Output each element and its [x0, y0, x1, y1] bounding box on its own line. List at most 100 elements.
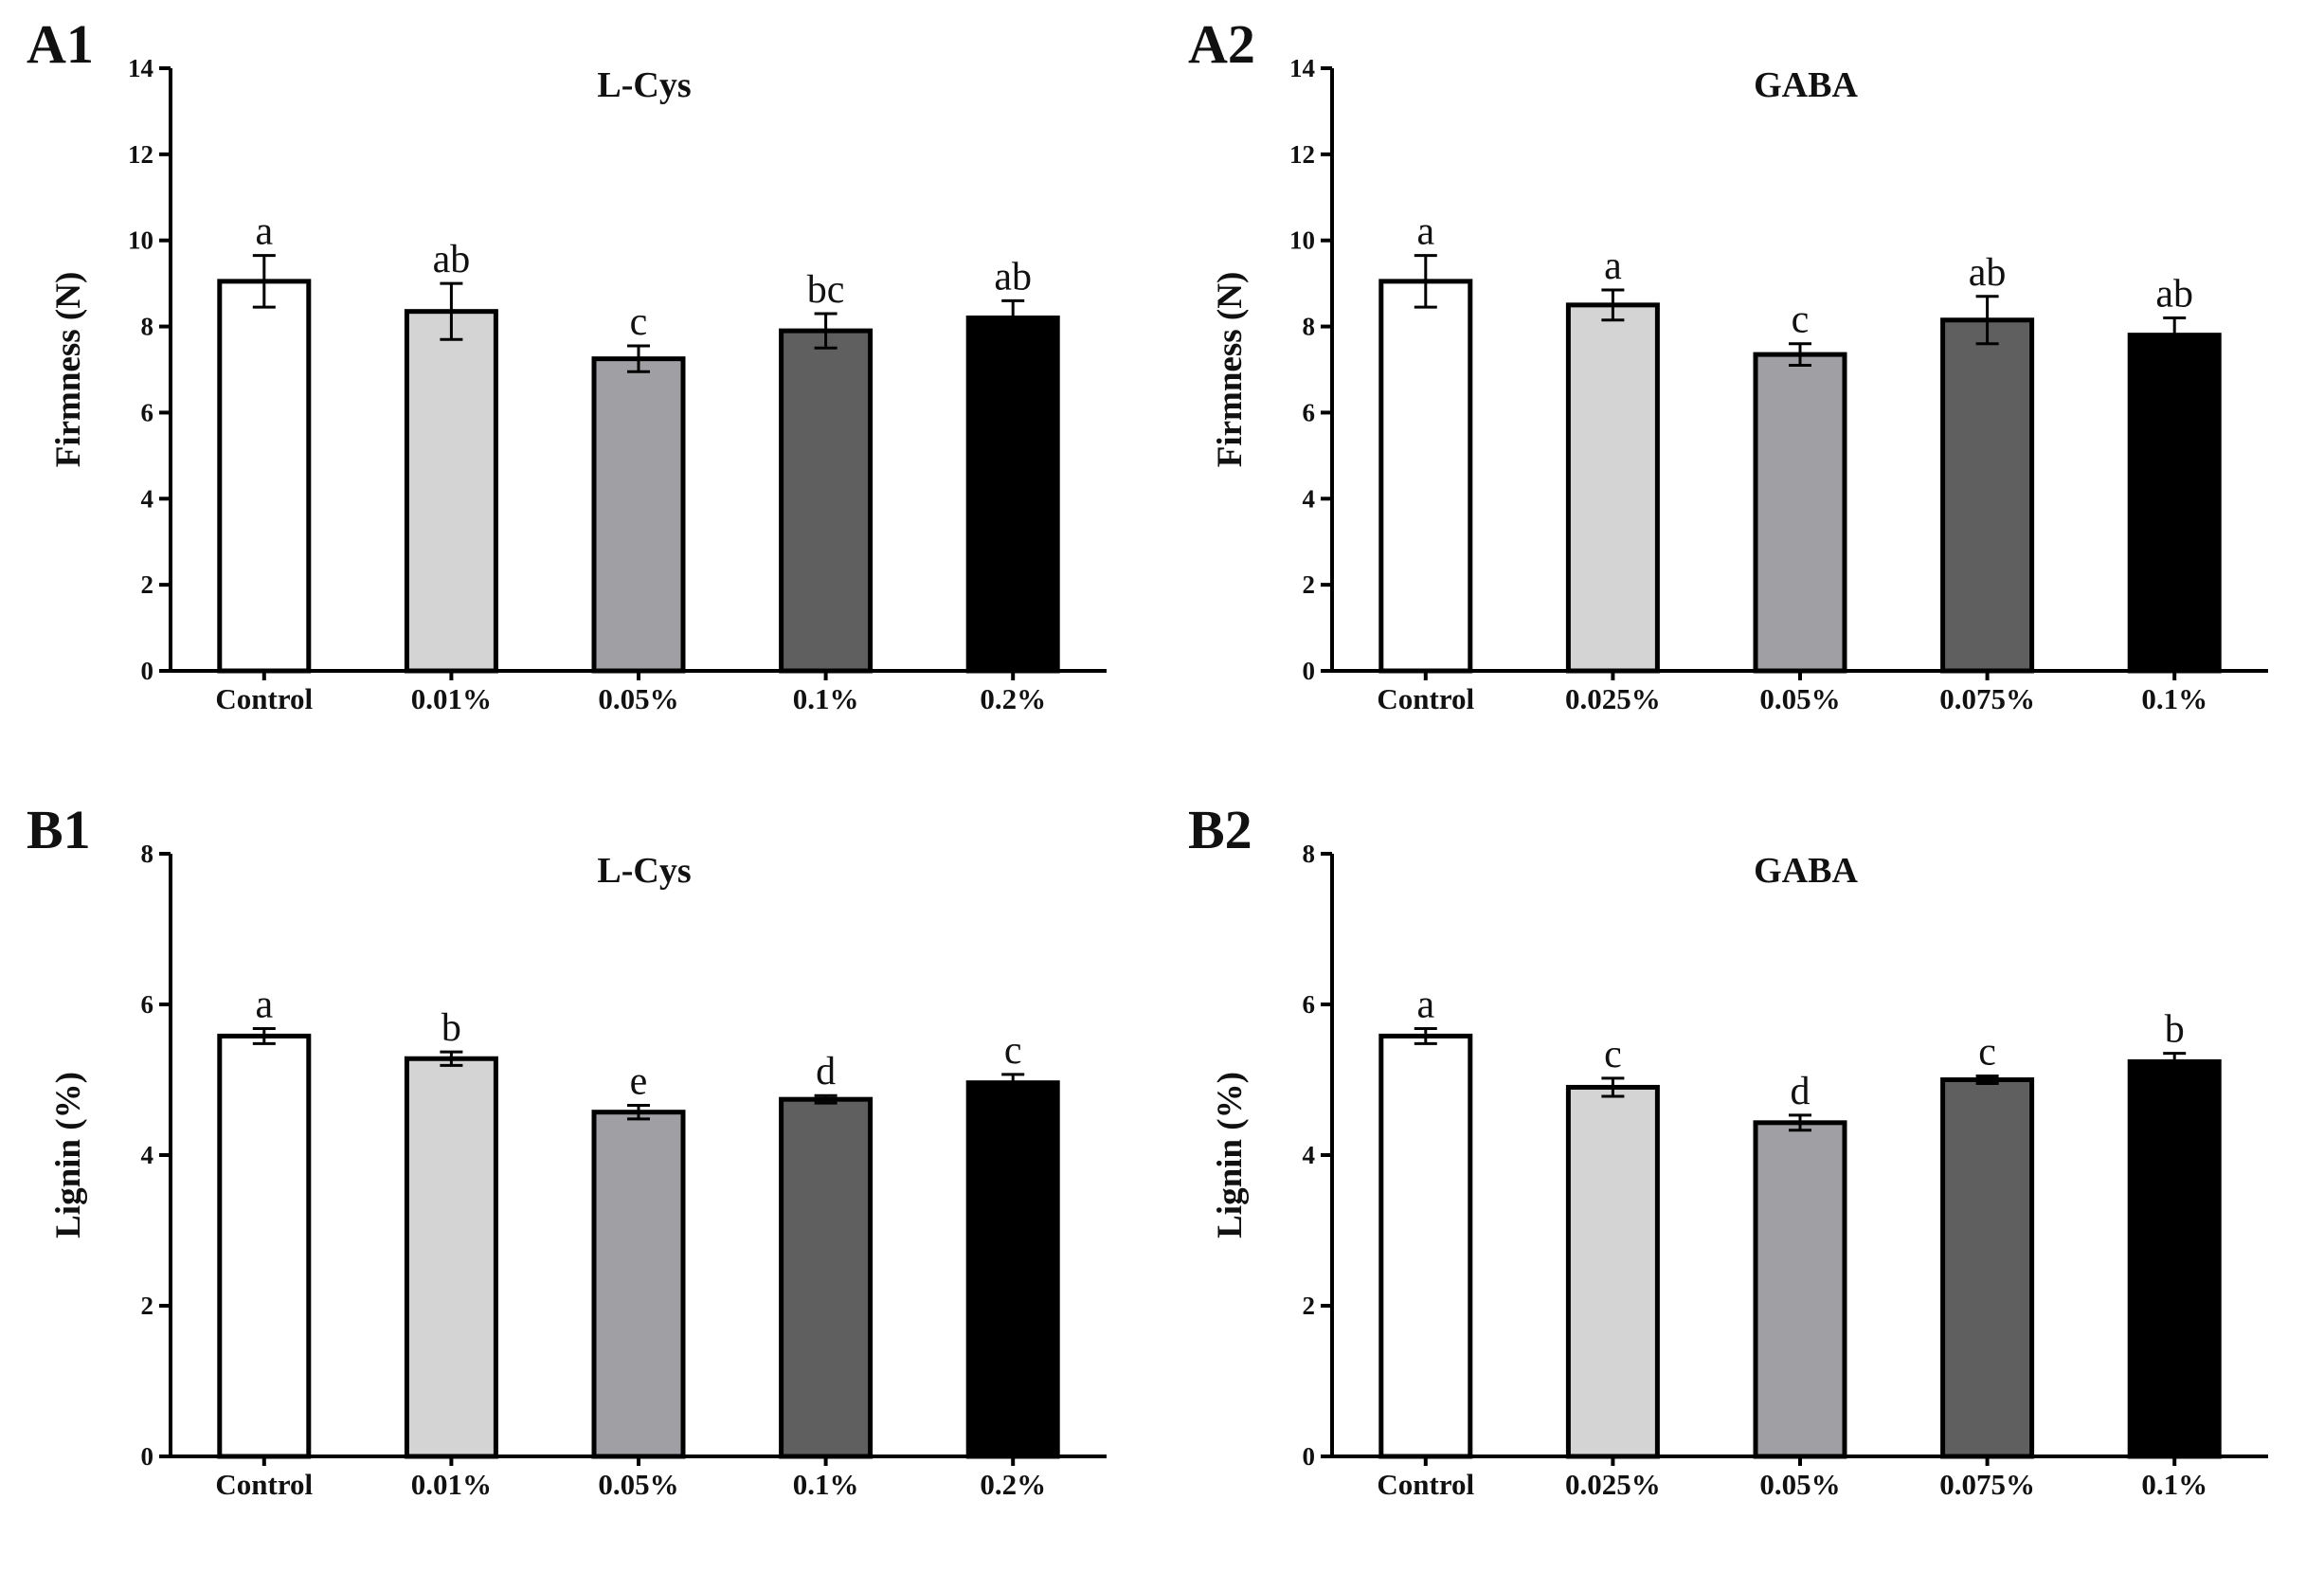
significance-letter: ab [1969, 251, 2007, 295]
category-label: 0.05% [1759, 1468, 1840, 1501]
y-tick-label: 0 [141, 657, 154, 685]
y-tick-label: 2 [141, 1292, 154, 1320]
bar-0.075% [1940, 1077, 2035, 1459]
panel-label: A2 [1188, 13, 1255, 75]
bar-0.2% [965, 1080, 1060, 1459]
category-label: 0.05% [598, 1468, 678, 1501]
y-tick-label: 6 [141, 990, 154, 1019]
significance-letter: ab [994, 255, 1032, 298]
chart-title: L-Cys [597, 851, 691, 891]
panel-label: B2 [1188, 799, 1252, 860]
y-tick-label: 14 [128, 54, 153, 82]
bar-0.025% [1565, 302, 1660, 674]
y-tick-label: 4 [141, 484, 154, 513]
panel-label: A1 [27, 13, 94, 75]
significance-letter: bc [807, 268, 845, 312]
significance-letter: e [630, 1060, 648, 1104]
significance-letter: b [441, 1006, 461, 1050]
significance-letter: c [1978, 1031, 1996, 1075]
y-axis-label: Firmness (N) [49, 272, 88, 468]
y-tick-label: 4 [1303, 484, 1316, 513]
bar-Control [1378, 1033, 1473, 1459]
significance-letter: c [1004, 1029, 1022, 1073]
category-label: Control [1377, 682, 1474, 715]
y-tick-label: 6 [1303, 990, 1316, 1019]
y-tick-label: 4 [1303, 1141, 1316, 1169]
category-label: 0.01% [411, 682, 492, 715]
y-tick-label: 8 [1303, 313, 1316, 341]
bar-Control [217, 279, 312, 674]
y-tick-label: 0 [1303, 1442, 1316, 1471]
bar-0.01% [404, 309, 498, 674]
significance-letter: ab [433, 238, 471, 281]
y-tick-label: 10 [128, 226, 153, 255]
chart-a2: A2 GABA Firmness (N) 0 2 4 6 8 10 12 14 a Control a 0.… [1188, 13, 2268, 715]
significance-letter: a [255, 983, 273, 1026]
bar-0.05% [591, 356, 686, 674]
y-tick-label: 2 [1303, 570, 1316, 599]
panel-label: B1 [27, 799, 91, 860]
bar-0.075% [1940, 317, 2035, 674]
bar-Control [1378, 279, 1473, 674]
bar-0.05% [1753, 352, 1847, 674]
category-label: 0.1% [793, 682, 859, 715]
y-tick-label: 0 [141, 1442, 154, 1471]
y-tick-label: 2 [1303, 1292, 1316, 1320]
y-tick-label: 8 [141, 313, 154, 341]
significance-letter: a [1416, 210, 1434, 254]
y-axis-label: Firmness (N) [1211, 272, 1250, 468]
significance-letter: ab [2155, 272, 2193, 316]
bar-0.1% [2127, 1058, 2222, 1459]
significance-letter: a [255, 210, 273, 254]
bar-0.1% [779, 1096, 874, 1459]
bar-Control [217, 1033, 312, 1459]
panel-a2: A2 GABA Firmness (N) 0 2 4 6 8 10 12 14 a Control a 0.… [1162, 0, 2323, 786]
y-axis-label: Lignin (%) [1211, 1072, 1250, 1238]
category-label: 0.025% [1565, 682, 1661, 715]
significance-letter: a [1604, 244, 1622, 288]
significance-letter: a [1416, 983, 1434, 1026]
bar-0.01% [404, 1056, 498, 1459]
significance-letter: b [2165, 1008, 2185, 1052]
significance-letter: d [816, 1050, 836, 1093]
bar-0.025% [1565, 1084, 1660, 1459]
chart-a1: A1 L-Cys Firmness (N) 0 2 4 6 8 10 12 14 a Control ab… [27, 13, 1107, 715]
category-label: Control [215, 1468, 313, 1501]
y-tick-label: 6 [1303, 398, 1316, 426]
bar-0.1% [2127, 333, 2222, 674]
category-label: 0.025% [1565, 1468, 1661, 1501]
y-tick-label: 4 [141, 1141, 154, 1169]
chart-title: L-Cys [597, 65, 691, 105]
y-tick-label: 6 [141, 398, 154, 426]
category-label: 0.2% [980, 682, 1046, 715]
category-label: 0.1% [793, 1468, 859, 1501]
y-tick-label: 0 [1303, 657, 1316, 685]
chart-b1: B1 L-Cys Lignin (%) 0 2 4 6 8 a Control b 0.01% e 0.0… [27, 799, 1107, 1501]
category-label: 0.05% [1759, 682, 1840, 715]
chart-title: GABA [1754, 65, 1858, 105]
significance-letter: d [1791, 1070, 1811, 1113]
significance-letter: c [1604, 1033, 1622, 1076]
panel-b1: B1 L-Cys Lignin (%) 0 2 4 6 8 a Control b 0.01% e 0.0… [0, 786, 1162, 1571]
category-label: 0.1% [2141, 682, 2207, 715]
category-label: Control [1377, 1468, 1474, 1501]
category-label: 0.1% [2141, 1468, 2207, 1501]
chart-title: GABA [1754, 851, 1858, 891]
significance-letter: c [1792, 298, 1810, 342]
bar-0.2% [965, 315, 1060, 674]
category-label: Control [215, 682, 313, 715]
bar-0.05% [1753, 1120, 1847, 1459]
y-tick-label: 8 [141, 840, 154, 868]
category-label: 0.075% [1939, 1468, 2035, 1501]
bar-0.1% [779, 328, 874, 674]
bar-0.05% [591, 1110, 686, 1459]
panel-a1: A1 L-Cys Firmness (N) 0 2 4 6 8 10 12 14 a Control ab… [0, 0, 1162, 786]
y-tick-label: 14 [1289, 54, 1315, 82]
category-label: 0.075% [1939, 682, 2035, 715]
panel-b2: B2 GABA Lignin (%) 0 2 4 6 8 a Control c 0.025% d 0.0… [1162, 786, 2323, 1571]
category-label: 0.2% [980, 1468, 1046, 1501]
y-tick-label: 10 [1289, 226, 1315, 255]
significance-letter: c [630, 300, 648, 344]
category-label: 0.01% [411, 1468, 492, 1501]
y-tick-label: 2 [141, 570, 154, 599]
